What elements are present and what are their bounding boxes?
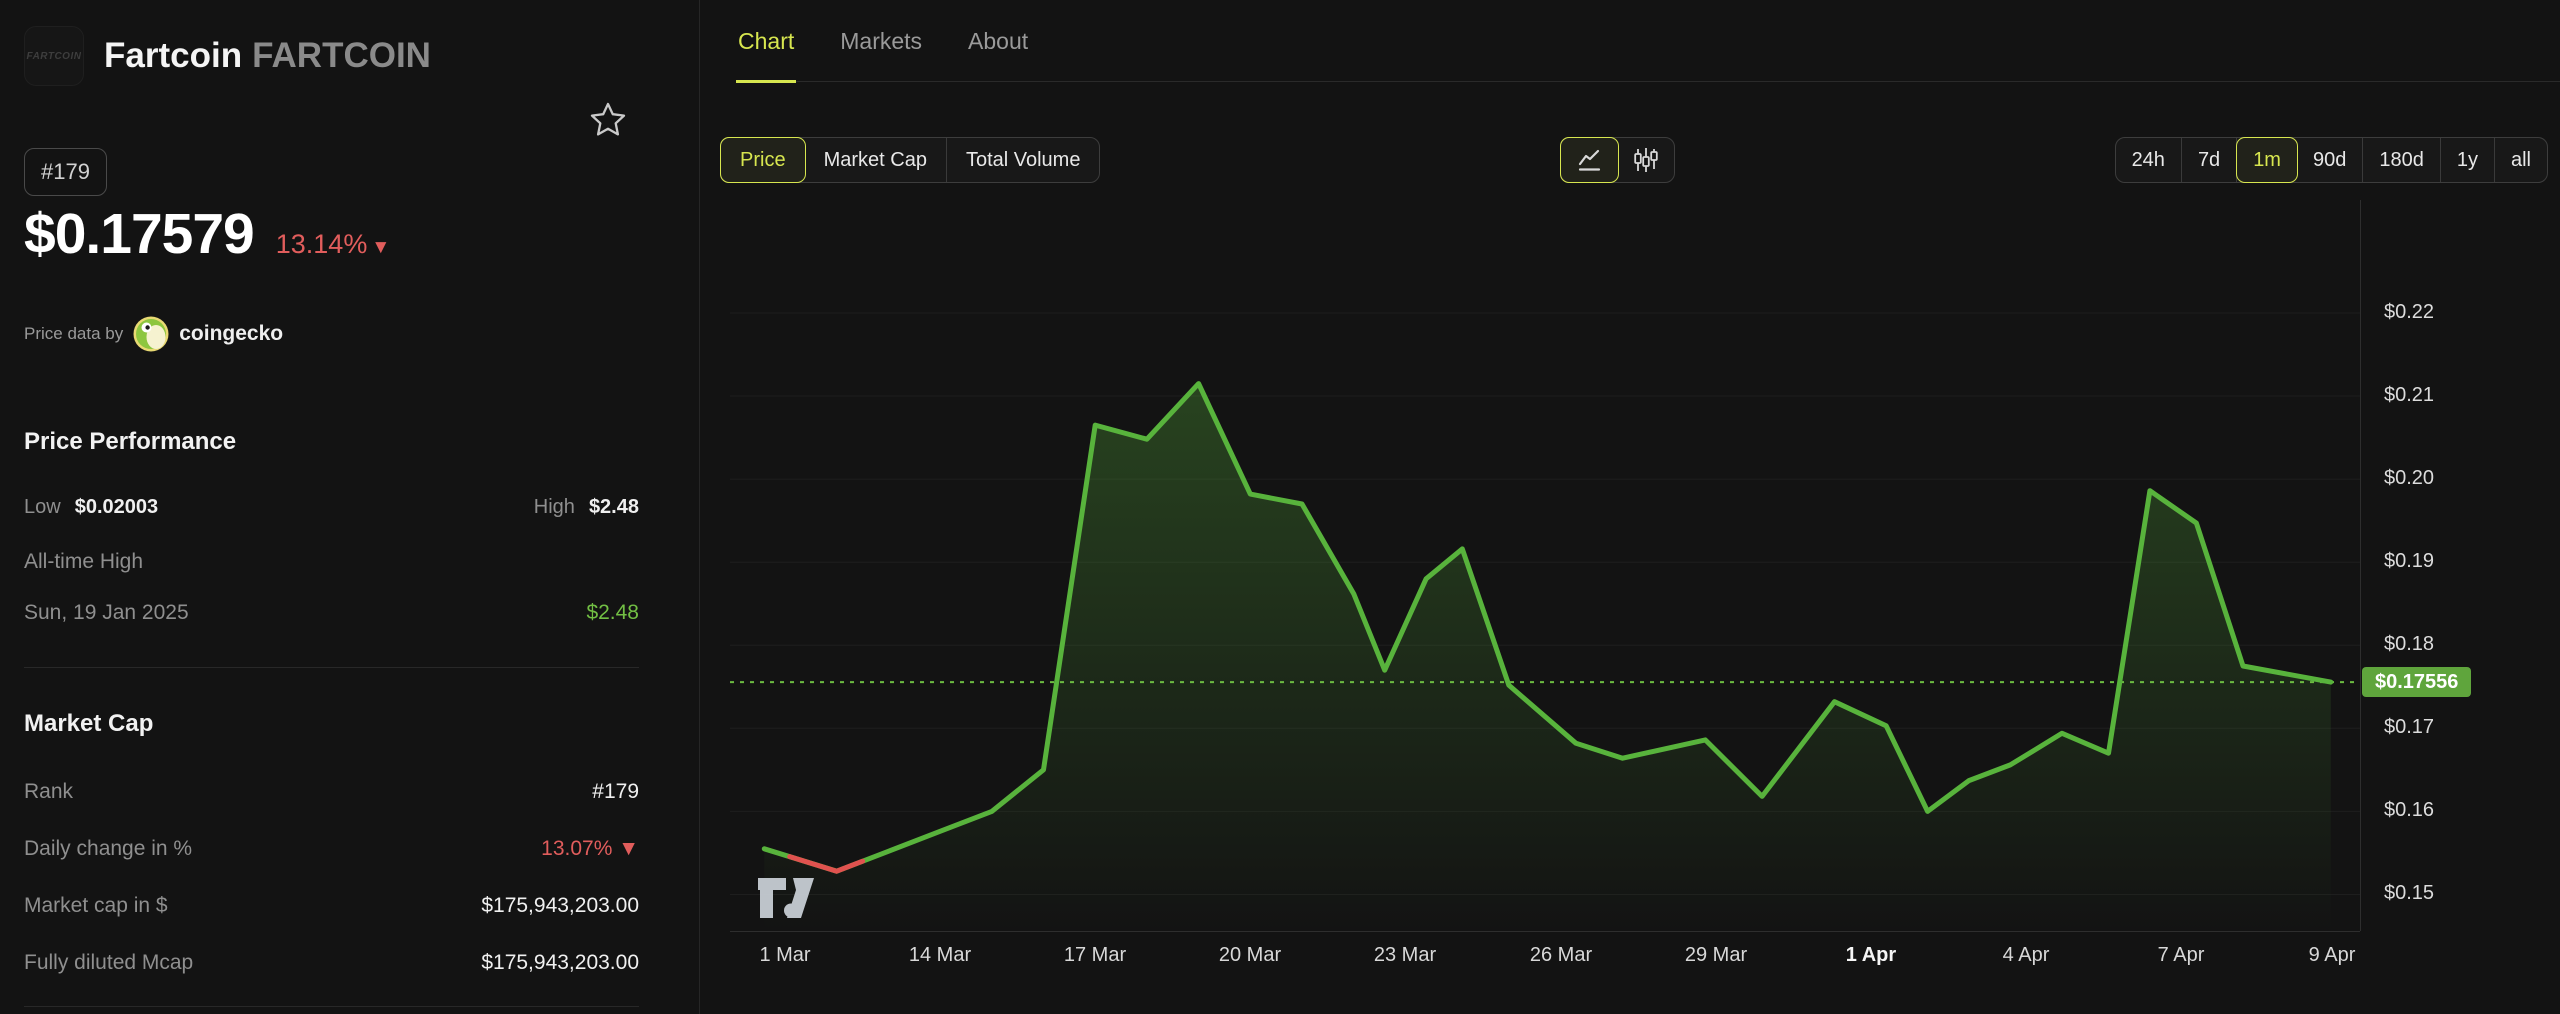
time-scale-label: 1 Apr: [1845, 944, 1897, 966]
price-scale-label: $0.22: [2384, 300, 2435, 323]
rank-value: #179: [592, 780, 639, 803]
time-scale-label: 1 Mar: [759, 944, 811, 966]
coin-sidebar: FARTCOIN Fartcoin FARTCOIN #179 $0.17579 …: [0, 0, 700, 1014]
coin-logo-text: FARTCOIN: [26, 50, 82, 62]
price-scale-label: $0.17: [2384, 716, 2435, 739]
tabbar: Chart Markets About: [735, 24, 2560, 83]
price-scale-label: $0.18: [2384, 633, 2435, 656]
range-1m-button[interactable]: 1m: [2236, 137, 2298, 183]
tab-about[interactable]: About: [968, 28, 1029, 54]
time-scale-label: 20 Mar: [1218, 944, 1282, 966]
time-scale-label: 26 Mar: [1529, 944, 1593, 966]
last-price-badge: $0.17556: [2362, 667, 2472, 698]
metric-total-volume-button[interactable]: Total Volume: [965, 148, 1081, 171]
price-scale-label: $0.15: [2384, 882, 2435, 905]
market-cap-label: Market cap in $: [24, 894, 168, 917]
price-change-24h: 13.14% ▼: [275, 229, 391, 259]
range-selector: 24h 7d 1m 90d 180d 1y all: [2114, 137, 2548, 183]
line-chart-button[interactable]: [1560, 137, 1619, 183]
current-price: $0.17579: [24, 202, 255, 266]
range-180d-button[interactable]: 180d: [2363, 138, 2441, 182]
time-scale-label: 7 Apr: [2157, 944, 2205, 966]
coin-title: Fartcoin FARTCOIN: [104, 36, 431, 76]
time-scale-label: 9 Apr: [2308, 944, 2356, 966]
low-pair: Low $0.02003: [24, 496, 158, 519]
chart-type-selector: [1560, 137, 1675, 183]
line-chart-icon: [1578, 149, 1601, 171]
range-1y-button[interactable]: 1y: [2441, 138, 2495, 182]
coin-logo: FARTCOIN: [24, 26, 84, 86]
price-scale[interactable]: $0.22 $0.21 $0.20 $0.19 $0.18 $0.17 $0.16 $0.15: [2360, 0, 2560, 1014]
current-price-row: $0.17579 13.14% ▼: [24, 203, 390, 266]
divider: [24, 1006, 639, 1007]
coingecko-icon: [133, 316, 169, 352]
tradingview-logo[interactable]: [756, 876, 816, 920]
range-24h-button[interactable]: 24h: [2116, 138, 2182, 182]
ath-label: All-time High: [24, 550, 144, 573]
metric-price-button[interactable]: Price: [720, 137, 806, 183]
daily-change-label: Daily change in %: [24, 837, 193, 860]
time-scale-label: 29 Mar: [1684, 944, 1748, 966]
rank-label: Rank: [24, 780, 74, 803]
rank-row: Rank #179: [24, 780, 639, 804]
coin-header: FARTCOIN Fartcoin FARTCOIN: [24, 26, 431, 86]
low-high-row: Low $0.02003 High $2.48: [24, 496, 639, 519]
high-value: $2.48: [588, 496, 639, 518]
down-triangle-icon: ▼: [371, 237, 391, 258]
ath-value: $2.48: [586, 601, 639, 624]
coin-name: Fartcoin: [104, 36, 243, 75]
range-90d-button[interactable]: 90d: [2297, 138, 2364, 182]
low-label: Low: [24, 496, 61, 518]
ath-label-row: All-time High: [24, 550, 639, 574]
price-scale-label: $0.16: [2384, 799, 2435, 822]
range-all-button[interactable]: all: [2510, 148, 2531, 171]
rank-badge: #179: [24, 148, 107, 196]
price-scale-label: $0.20: [2384, 467, 2435, 490]
time-scale-border: [730, 931, 2360, 932]
coin-symbol: FARTCOIN: [252, 36, 431, 75]
price-scale-label: $0.19: [2384, 550, 2435, 573]
time-scale-label: 14 Mar: [908, 944, 972, 966]
coingecko-brand: coingecko: [179, 322, 284, 345]
range-7d-button[interactable]: 7d: [2182, 138, 2238, 182]
fully-diluted-label: Fully diluted Mcap: [24, 951, 194, 974]
high-label: High: [533, 496, 575, 518]
metric-selector: Price Market Cap Total Volume: [720, 137, 1101, 183]
price-chart[interactable]: [730, 200, 2360, 931]
low-value: $0.02003: [74, 496, 159, 518]
price-performance-title: Price Performance: [24, 428, 237, 455]
divider: [24, 667, 639, 668]
candlestick-chart-button[interactable]: [1618, 138, 1674, 182]
market-cap-value: $175,943,203.00: [481, 894, 639, 917]
time-scale[interactable]: 1 Mar 14 Mar 17 Mar 20 Mar 23 Mar 26 Mar 29 Ma…: [730, 944, 2360, 984]
ath-value-row: Sun, 19 Jan 2025 $2.48: [24, 601, 639, 625]
metric-market-cap-button[interactable]: Market Cap: [805, 138, 947, 182]
chart-panel: Chart Markets About Price Market Cap Tot…: [700, 0, 2560, 1014]
time-scale-label: 4 Apr: [2002, 944, 2050, 966]
market-cap-row: Market cap in $ $175,943,203.00: [24, 894, 639, 918]
fully-diluted-row: Fully diluted Mcap $175,943,203.00: [24, 951, 639, 975]
ath-date: Sun, 19 Jan 2025: [24, 601, 189, 624]
time-scale-label: 17 Mar: [1063, 944, 1127, 966]
market-cap-title: Market Cap: [24, 710, 154, 737]
high-pair: High $2.48: [534, 496, 639, 519]
candlestick-icon: [1634, 148, 1658, 172]
daily-change-row: Daily change in % 13.07% ▼: [24, 837, 639, 861]
price-data-attribution[interactable]: Price data by coingecko: [24, 316, 283, 352]
daily-change-value: 13.07% ▼: [541, 837, 639, 860]
tab-markets[interactable]: Markets: [840, 28, 923, 54]
price-scale-label: $0.21: [2384, 384, 2435, 407]
attribution-prefix: Price data by: [24, 324, 124, 343]
price-scale-border: [2360, 200, 2361, 931]
favorite-star-icon[interactable]: [588, 100, 628, 140]
tab-chart[interactable]: Chart: [735, 24, 797, 83]
fully-diluted-value: $175,943,203.00: [481, 951, 639, 974]
time-scale-label: 23 Mar: [1373, 944, 1437, 966]
